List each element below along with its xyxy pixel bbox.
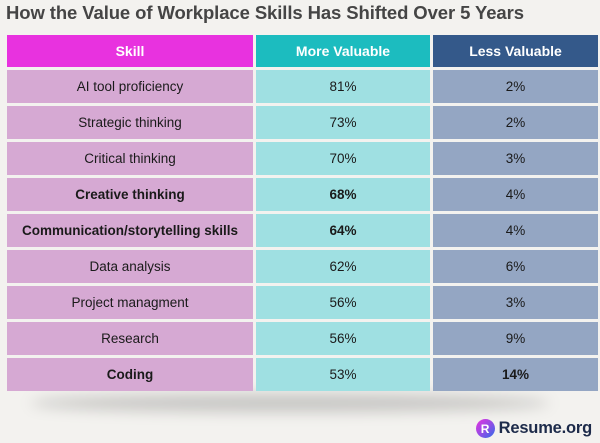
table-body: AI tool proficiency 81% 2% Strategic thinki… [7, 70, 598, 391]
brand-logo: R Resume.org [475, 419, 593, 438]
cell-skill: Coding [7, 358, 253, 391]
brand-name: Resume.org [498, 419, 593, 437]
table-row: Project managment 56% 3% [7, 286, 598, 319]
cell-skill: AI tool proficiency [7, 70, 253, 103]
cell-more-valuable: 70% [256, 142, 430, 175]
header-row: Skill More Valuable Less Valuable [7, 35, 598, 67]
cell-more-valuable: 73% [256, 106, 430, 139]
cell-skill: Research [7, 322, 253, 355]
table-row: Data analysis 62% 6% [7, 250, 598, 283]
cell-less-valuable: 4% [433, 214, 598, 247]
cell-less-valuable: 14% [433, 358, 598, 391]
cell-skill: Strategic thinking [7, 106, 253, 139]
chart-title: How the Value of Workplace Skills Has Sh… [6, 2, 524, 23]
cell-more-valuable: 62% [256, 250, 430, 283]
header-more-valuable: More Valuable [256, 35, 430, 67]
cell-less-valuable: 2% [433, 70, 598, 103]
resume-logo-icon: R [475, 419, 495, 438]
table-row: Communication/storytelling skills 64% 4% [7, 214, 598, 247]
cell-more-valuable: 64% [256, 214, 430, 247]
table-row: Coding 53% 14% [7, 358, 598, 391]
cell-more-valuable: 56% [256, 322, 430, 355]
header-less-valuable: Less Valuable [433, 35, 598, 67]
cell-less-valuable: 6% [433, 250, 598, 283]
cell-more-valuable: 53% [256, 358, 430, 391]
skills-table: Skill More Valuable Less Valuable AI too… [4, 32, 600, 394]
table-row: AI tool proficiency 81% 2% [7, 70, 598, 103]
cell-more-valuable: 68% [256, 178, 430, 211]
cell-less-valuable: 9% [433, 322, 598, 355]
cell-skill: Communication/storytelling skills [7, 214, 253, 247]
table-shadow [30, 394, 550, 412]
cell-skill: Critical thinking [7, 142, 253, 175]
header-skill: Skill [7, 35, 253, 67]
table-row: Research 56% 9% [7, 322, 598, 355]
cell-skill: Project managment [7, 286, 253, 319]
cell-less-valuable: 3% [433, 286, 598, 319]
table-row: Critical thinking 70% 3% [7, 142, 598, 175]
table-row: Creative thinking 68% 4% [7, 178, 598, 211]
table-row: Strategic thinking 73% 2% [7, 106, 598, 139]
cell-more-valuable: 56% [256, 286, 430, 319]
cell-skill: Data analysis [7, 250, 253, 283]
cell-more-valuable: 81% [256, 70, 430, 103]
cell-skill: Creative thinking [7, 178, 253, 211]
cell-less-valuable: 3% [433, 142, 598, 175]
cell-less-valuable: 4% [433, 178, 598, 211]
cell-less-valuable: 2% [433, 106, 598, 139]
